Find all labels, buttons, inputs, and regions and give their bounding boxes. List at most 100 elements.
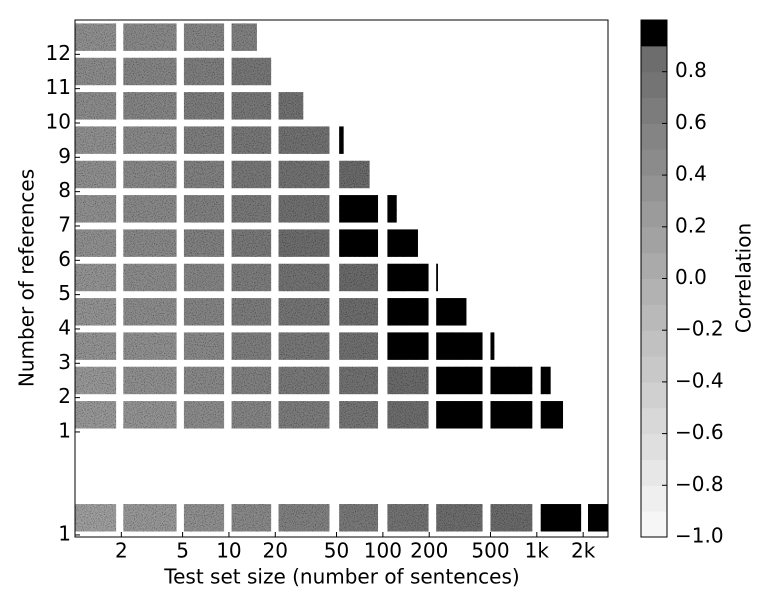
cell: [278, 298, 330, 326]
colorbar-step: [641, 175, 667, 202]
cell: [75, 57, 117, 86]
colorbar-step: [641, 304, 667, 331]
colorbar-step: [641, 71, 667, 99]
cell: [339, 504, 379, 532]
cell: [387, 366, 429, 395]
y-axis-label: Number of references: [15, 169, 39, 387]
cell: [231, 92, 272, 120]
cell: [183, 92, 225, 120]
y-tick-label: 2: [58, 384, 71, 408]
cell: [231, 263, 272, 292]
cell: [490, 504, 533, 532]
cell: [123, 263, 177, 292]
colorbar-step: [641, 149, 667, 176]
x-tick-label: 20: [263, 539, 288, 563]
cell: [231, 401, 272, 429]
cell: [490, 366, 533, 395]
cell: [123, 401, 177, 429]
cell: [339, 401, 379, 429]
colorbar-step: [641, 252, 667, 279]
cell: [231, 126, 272, 154]
colorbar-step: [641, 226, 667, 254]
cell: [339, 332, 379, 360]
cell: [75, 401, 117, 429]
colorbar-step: [641, 511, 667, 538]
x-tick-label: 50: [324, 539, 349, 563]
colorbar-tick-label: 0.6: [675, 110, 707, 134]
y-tick-label: 10: [46, 109, 71, 133]
cell: [183, 126, 225, 154]
colorbar-step: [641, 278, 667, 305]
colorbar-step: [641, 459, 667, 486]
y-tick-label: 6: [58, 247, 71, 271]
cell: [231, 229, 272, 257]
x-tick-label: 200: [410, 539, 448, 563]
cell: [75, 332, 117, 360]
cell: [436, 366, 483, 395]
cell: [123, 229, 177, 257]
cell: [123, 366, 177, 395]
cell: [75, 504, 117, 532]
cell: [123, 92, 177, 120]
cell: [339, 195, 379, 223]
cells: [75, 23, 608, 532]
y-tick-label: 4: [58, 315, 71, 339]
cell: [183, 57, 225, 86]
y-tick-label: 1: [58, 418, 71, 442]
cell: [75, 23, 117, 51]
colorbar-step: [641, 485, 667, 512]
x-tick-label: 10: [216, 539, 241, 563]
y-tick-label: 7: [58, 212, 71, 236]
cell: [183, 229, 225, 257]
colorbar-step: [641, 45, 667, 73]
cell: [231, 57, 272, 86]
cell: [339, 263, 379, 292]
cell: [123, 126, 177, 154]
cell: [231, 23, 257, 51]
cell: [387, 401, 429, 429]
cell: [75, 126, 117, 154]
cell: [183, 195, 225, 223]
cell: [436, 401, 483, 429]
cell: [123, 298, 177, 326]
cell: [123, 332, 177, 360]
cell: [183, 263, 225, 292]
cell: [278, 229, 330, 257]
x-tick-label: 2: [115, 539, 128, 563]
cell: [587, 504, 608, 532]
cell: [436, 332, 483, 360]
cell: [278, 195, 330, 223]
cell: [278, 504, 330, 532]
x-tick-label: 1k: [525, 539, 550, 563]
cell: [123, 504, 177, 532]
cell: [339, 366, 379, 395]
cell: [278, 401, 330, 429]
cell: [278, 160, 330, 189]
cell: [339, 126, 344, 154]
colorbar-tick-label: 0.2: [675, 213, 707, 237]
cell: [75, 298, 117, 326]
colorbar-tick-label: −0.4: [675, 368, 724, 392]
colorbar-step: [641, 20, 667, 47]
cell: [278, 92, 304, 120]
colorbar-tick-label: −1.0: [675, 524, 724, 548]
colorbar-step: [641, 433, 667, 460]
cell: [387, 263, 429, 292]
cell: [339, 229, 379, 257]
cell: [278, 332, 330, 360]
colorbar-step: [641, 200, 667, 228]
colorbar-tick-label: 0.0: [675, 265, 707, 289]
cell: [231, 195, 272, 223]
plot-frame: [74, 19, 609, 538]
cell: [123, 23, 177, 51]
cell: [123, 160, 177, 189]
cell: [540, 401, 564, 429]
cell: [490, 401, 533, 429]
cell: [387, 229, 418, 257]
colorbar-step: [641, 356, 667, 383]
cell: [339, 160, 370, 189]
colorbar-step: [641, 123, 667, 150]
y-tick-label: 3: [58, 350, 71, 374]
cell: [231, 332, 272, 360]
cell: [123, 57, 177, 86]
